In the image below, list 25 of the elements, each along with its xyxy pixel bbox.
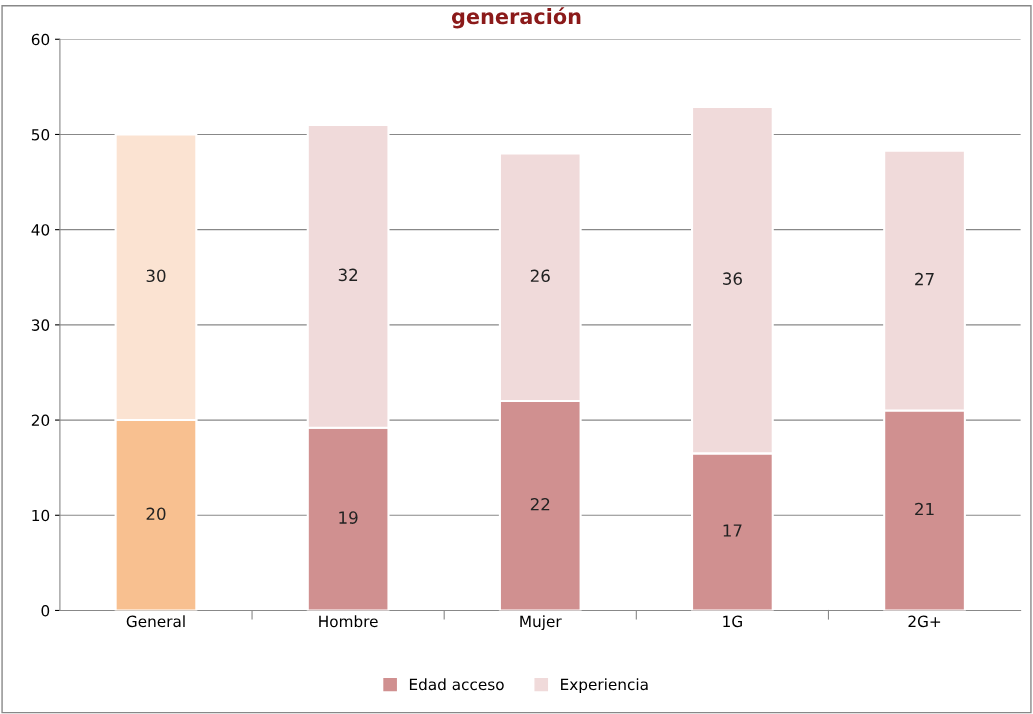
data-label: 21 [915,502,934,516]
y-tick-label: 0 [41,604,50,617]
chart-title: generación [451,7,581,29]
y-tick-label: 20 [31,414,50,427]
x-tick-label: Hombre [319,615,378,628]
data-label: 26 [530,269,550,283]
x-tick-label: 2G+ [908,615,941,628]
y-tick-label: 50 [31,128,50,141]
data-label: 30 [146,269,166,283]
y-tick-label: 30 [31,319,50,331]
data-label: 32 [338,268,358,282]
x-tick-label: Mujer [520,615,562,631]
x-tick-label: General [126,615,185,628]
y-tick-label: 60 [31,33,50,46]
y-tick-label: 40 [31,224,50,236]
x-tick-label: 1G [723,615,742,628]
data-label: 36 [723,272,742,285]
legend-label: Edad acceso [409,678,504,691]
data-label: 22 [530,497,550,511]
legend-label: Experiencia [561,678,648,694]
data-label: 20 [146,507,166,521]
data-label: 17 [723,524,742,537]
data-label: 19 [339,511,358,524]
data-label: 27 [915,272,934,286]
y-tick-label: 10 [32,509,50,522]
